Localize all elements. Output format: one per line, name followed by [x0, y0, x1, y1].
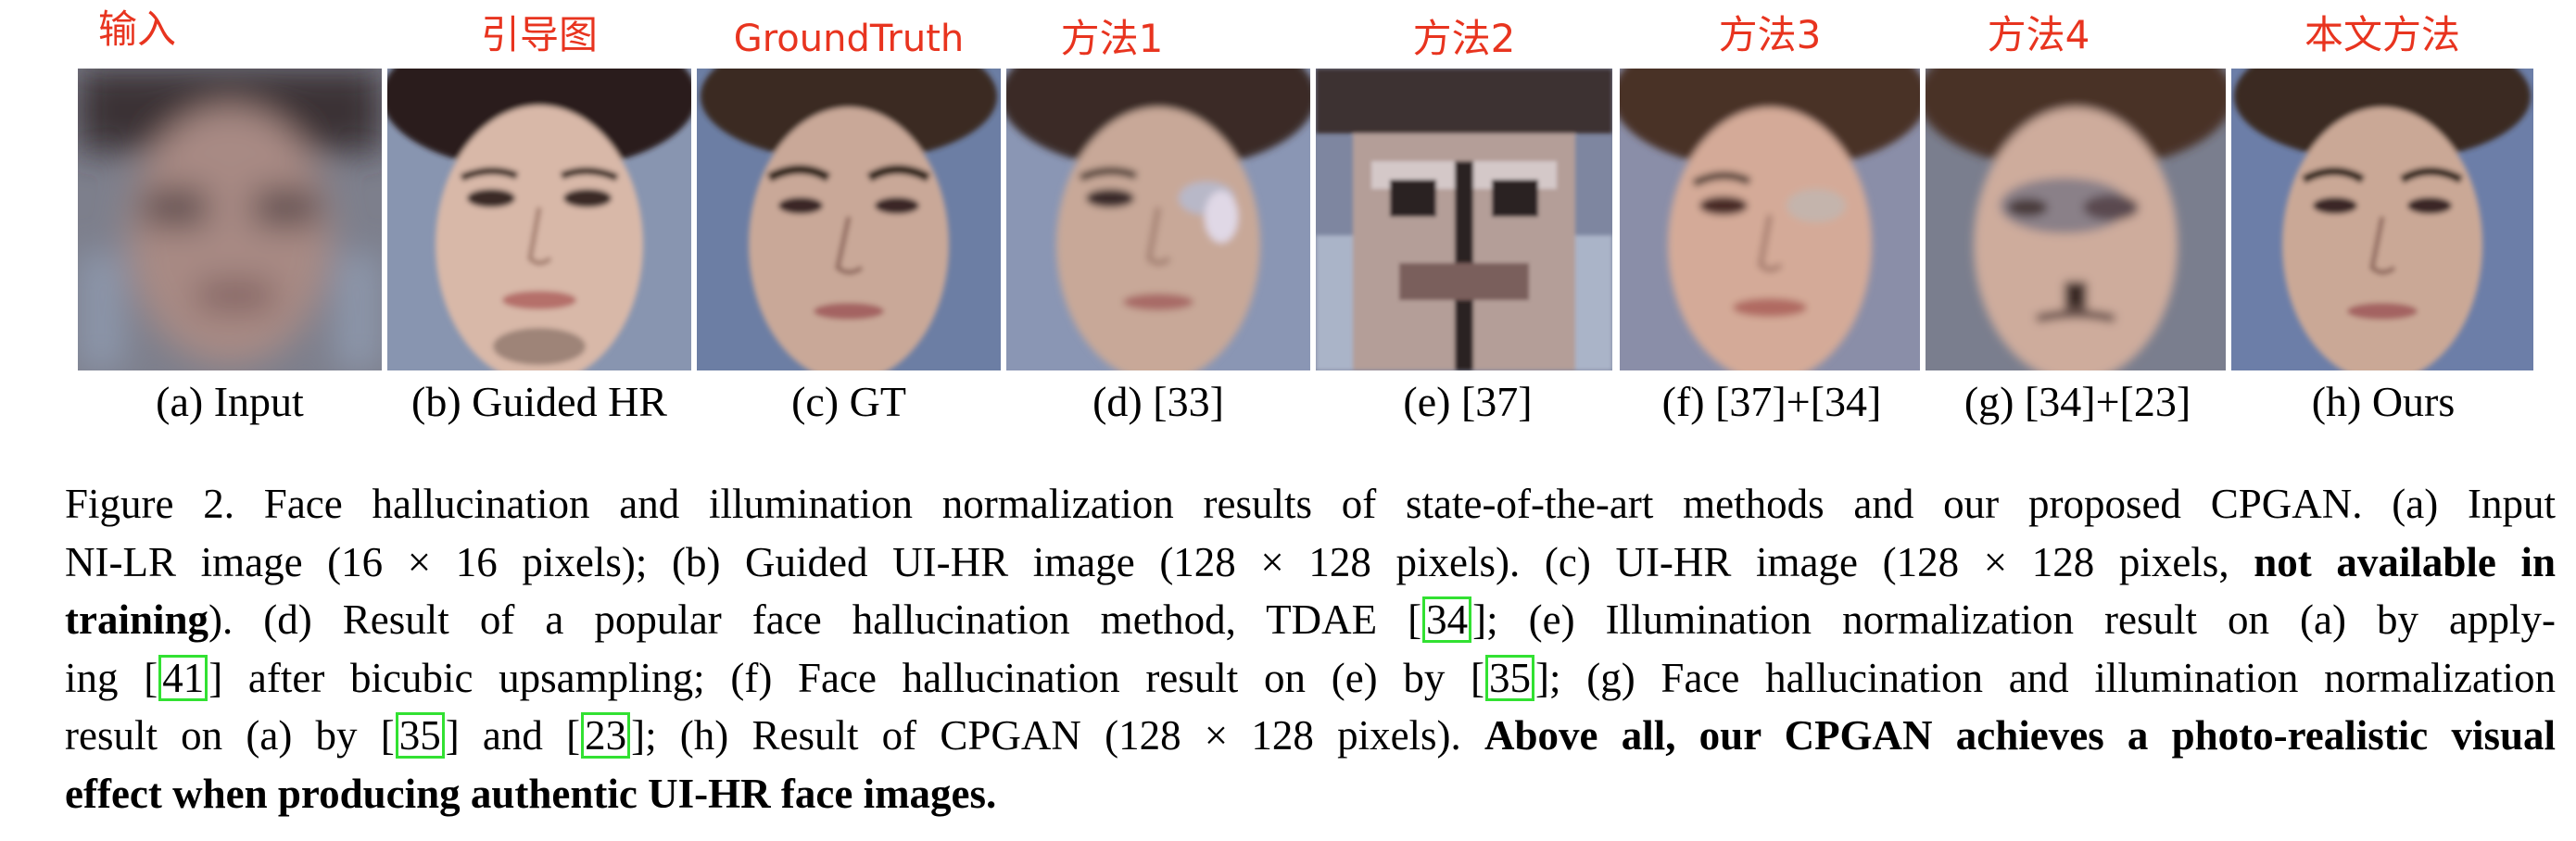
panel-tag: 本文方法 — [2304, 12, 2460, 57]
citation-link[interactable]: 34 — [1422, 596, 1472, 643]
caption-bold-text: effect when producing authentic UI-HR fa… — [65, 770, 997, 817]
caption-text: result on (a) by [ — [65, 712, 395, 759]
caption-text: ] after bicubic upsampling; (f) Face hal… — [208, 654, 1485, 701]
face-image-input — [78, 69, 382, 370]
caption-text: ] and [ — [445, 712, 581, 759]
panel-guided-hr: 引导图 (b) Guided HR — [387, 0, 691, 435]
citation-link[interactable]: 35 — [1485, 654, 1535, 701]
caption-text: NI-LR image (16 × 16 pixels); (b) Guided… — [65, 538, 2229, 585]
figure-panels: 输入 (a) Input 引导图 — [78, 0, 2543, 435]
method2-face-image — [1316, 69, 1612, 370]
guided-face-image — [387, 69, 691, 370]
caption-bold-text: training — [65, 596, 209, 643]
panel-caption: (h) Ours — [2311, 378, 2456, 425]
panel-caption: (a) Input — [156, 378, 304, 425]
caption-line-1: Figure 2. Face hallucination and illumin… — [65, 475, 2556, 533]
blurred-face-image — [78, 69, 382, 370]
face-image-method-4 — [1926, 69, 2226, 370]
panel-ground-truth: GroundTruth (c) GT — [697, 0, 1001, 435]
panel-tag: 方法4 — [1987, 12, 2090, 57]
caption-text: ]; (g) Face hallucination and illuminati… — [1535, 654, 2556, 701]
panel-method-2: 方法2 (e) [37] — [1316, 0, 1612, 435]
ours-face-image — [2231, 69, 2533, 370]
figure-caption: Figure 2. Face hallucination and illumin… — [65, 475, 2556, 822]
caption-line-6: effect when producing authentic UI-HR fa… — [65, 765, 2556, 823]
caption-line-4: ing [41] after bicubic upsampling; (f) F… — [65, 649, 2556, 708]
caption-line-2: NI-LR image (16 × 16 pixels); (b) Guided… — [65, 533, 2556, 592]
caption-text: Figure 2. Face hallucination and illumin… — [65, 481, 2556, 527]
citation-link[interactable]: 23 — [581, 712, 631, 759]
panel-input: 输入 (a) Input — [78, 0, 382, 435]
gt-face-image — [697, 69, 1001, 370]
method1-face-image — [1006, 69, 1310, 370]
panel-tag: 引导图 — [480, 12, 598, 57]
caption-text: ]; (h) Result of CPGAN (128 × 128 pixels… — [631, 712, 1461, 759]
face-image-ours — [2231, 69, 2533, 370]
caption-bold-text: Above all, our CPGAN achieves a photo-re… — [1484, 712, 2557, 759]
citation-link[interactable]: 35 — [395, 712, 445, 759]
caption-line-3: training). (d) Result of a popular face … — [65, 591, 2556, 649]
panel-ours: 本文方法 (h) Ours — [2231, 0, 2533, 435]
panel-caption: (e) [37] — [1403, 378, 1533, 425]
face-image-method-3 — [1620, 69, 1920, 370]
caption-bold-text: not available in — [2254, 538, 2556, 585]
panel-tag: 输入 — [98, 6, 177, 52]
face-image-method-2 — [1316, 69, 1612, 370]
caption-line-5: result on (a) by [35] and [23]; (h) Resu… — [65, 707, 2556, 765]
panel-method-3: 方法3 (f) [37]+[34] — [1620, 0, 1920, 435]
panel-tag: 方法3 — [1718, 12, 1822, 57]
face-image-gt — [697, 69, 1001, 370]
caption-text: ing [ — [65, 654, 158, 701]
method4-face-image — [1926, 69, 2226, 370]
panel-caption: (g) [34]+[23] — [1964, 378, 2191, 425]
panel-caption: (b) Guided HR — [411, 378, 667, 425]
panel-method-1: 方法1 (d) [33] — [1006, 0, 1310, 435]
panel-caption: (c) GT — [791, 378, 906, 425]
citation-link[interactable]: 41 — [158, 654, 208, 701]
panel-tag: 方法2 — [1412, 16, 1516, 61]
face-image-guided — [387, 69, 691, 370]
caption-text: ]; (e) Illumination normalization result… — [1472, 596, 2556, 643]
panel-tag: 方法1 — [1060, 16, 1164, 61]
panel-caption: (d) [33] — [1092, 378, 1224, 425]
panel-method-4: 方法4 (g) [34]+[23] — [1926, 0, 2226, 435]
panel-tag: GroundTruth — [733, 18, 965, 60]
face-image-method-1 — [1006, 69, 1310, 370]
panel-caption: (f) [37]+[34] — [1661, 378, 1882, 425]
caption-text: ). (d) Result of a popular face hallucin… — [208, 596, 1422, 643]
method3-face-image — [1620, 69, 1920, 370]
